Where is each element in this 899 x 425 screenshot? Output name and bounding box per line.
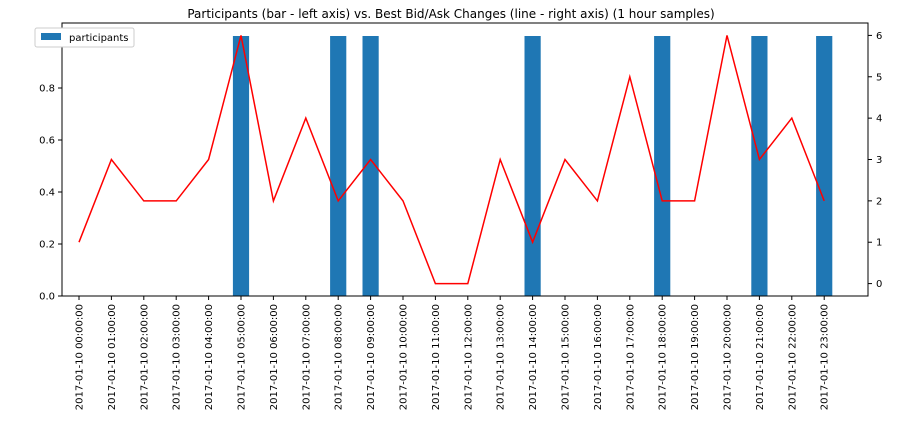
left-tick-label: 0.4 — [39, 188, 55, 199]
x-tick-label: 2017-01-10 19:00:00 — [690, 304, 701, 410]
legend-label-participants: participants — [69, 33, 129, 44]
left-tick-label: 0.0 — [39, 292, 55, 303]
line-series-bid-ask-changes — [79, 35, 824, 283]
left-tick-label: 0.2 — [39, 240, 55, 251]
bar-series-participants — [233, 36, 832, 296]
x-tick-label: 2017-01-10 16:00:00 — [593, 304, 604, 410]
bar-8 — [330, 36, 346, 296]
line-path — [79, 35, 824, 283]
x-tick-label: 2017-01-10 10:00:00 — [399, 304, 410, 410]
x-tick-label: 2017-01-10 13:00:00 — [496, 304, 507, 410]
right-tick-label: 3 — [876, 155, 882, 166]
bar-14 — [525, 36, 541, 296]
bar-23 — [816, 36, 832, 296]
right-tick-label: 2 — [876, 196, 882, 207]
x-tick-label: 2017-01-10 08:00:00 — [334, 304, 345, 410]
x-tick-label: 2017-01-10 21:00:00 — [755, 304, 766, 410]
x-tick-label: 2017-01-10 22:00:00 — [787, 304, 798, 410]
x-tick-label: 2017-01-10 03:00:00 — [172, 304, 183, 410]
x-tick-label: 2017-01-10 05:00:00 — [237, 304, 248, 410]
right-y-axis: 0 1 2 3 4 5 6 — [868, 31, 882, 290]
x-tick-label: 2017-01-10 02:00:00 — [139, 304, 150, 410]
x-axis: 2017-01-10 00:00:00 2017-01-10 01:00:00 20… — [75, 296, 831, 410]
right-tick-label: 0 — [876, 279, 882, 290]
left-tick-label: 0.6 — [39, 136, 55, 147]
x-tick-label: 2017-01-10 04:00:00 — [204, 304, 215, 410]
plot-frame — [62, 23, 868, 296]
left-tick-label: 0.8 — [39, 84, 55, 95]
legend-swatch-participants — [41, 33, 61, 40]
x-tick-label: 2017-01-10 07:00:00 — [301, 304, 312, 410]
right-tick-label: 5 — [876, 72, 882, 83]
right-tick-label: 4 — [876, 114, 882, 125]
bar-18 — [654, 36, 670, 296]
right-tick-label: 6 — [876, 31, 882, 42]
x-tick-label: 2017-01-10 06:00:00 — [269, 304, 280, 410]
x-tick-label: 2017-01-10 20:00:00 — [723, 304, 734, 410]
x-tick-label: 2017-01-10 11:00:00 — [431, 304, 442, 410]
x-tick-label: 2017-01-10 01:00:00 — [107, 304, 118, 410]
chart-title: Participants (bar - left axis) vs. Best … — [187, 7, 714, 21]
x-tick-label: 2017-01-10 17:00:00 — [625, 304, 636, 410]
x-tick-label: 2017-01-10 09:00:00 — [366, 304, 377, 410]
bar-21 — [751, 36, 767, 296]
x-tick-label: 2017-01-10 00:00:00 — [75, 304, 86, 410]
x-tick-label: 2017-01-10 12:00:00 — [463, 304, 474, 410]
bar-5 — [233, 36, 249, 296]
x-tick-label: 2017-01-10 14:00:00 — [528, 304, 539, 410]
x-tick-label: 2017-01-10 15:00:00 — [561, 304, 572, 410]
legend: participants — [35, 28, 134, 47]
x-tick-label: 2017-01-10 23:00:00 — [820, 304, 831, 410]
x-tick-label: 2017-01-10 18:00:00 — [658, 304, 669, 410]
left-y-axis: 0.00.20.40.60.81.0 — [39, 32, 62, 303]
right-tick-label: 1 — [876, 238, 882, 249]
